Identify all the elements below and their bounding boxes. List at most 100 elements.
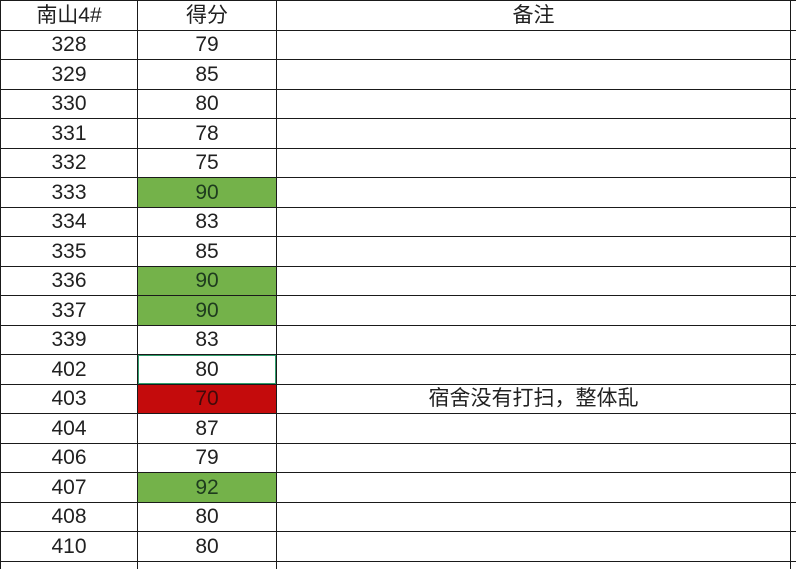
row-sliver-cell [790, 177, 796, 208]
row-sliver-cell [790, 29, 796, 60]
score-cell[interactable]: 92 [137, 472, 277, 503]
room-cell[interactable]: 334 [0, 206, 138, 237]
room-cell[interactable]: 332 [0, 147, 138, 178]
score-cell[interactable]: 83 [137, 206, 277, 237]
room-cell[interactable]: 336 [0, 265, 138, 296]
remark-cell[interactable] [276, 206, 791, 237]
score-cell[interactable]: 70 [137, 383, 277, 414]
score-cell[interactable]: 79 [137, 442, 277, 473]
room-cell[interactable]: 333 [0, 177, 138, 208]
remark-cell[interactable] [276, 59, 791, 90]
room-cell[interactable]: 328 [0, 29, 138, 60]
table-row: 332 75 [0, 147, 796, 178]
table-row: 408 80 [0, 501, 796, 532]
score-cell[interactable]: 79 [137, 29, 277, 60]
score-cell[interactable]: 90 [137, 177, 277, 208]
table-row: 404 87 [0, 413, 796, 444]
score-cell[interactable]: 83 [137, 324, 277, 355]
remark-cell[interactable] [276, 295, 791, 326]
table-row: 329 85 [0, 59, 796, 90]
room-cell[interactable]: 337 [0, 295, 138, 326]
table-row: 331 78 [0, 118, 796, 149]
table-row: 337 90 [0, 295, 796, 326]
room-cell[interactable]: 331 [0, 118, 138, 149]
empty-cell[interactable] [137, 560, 277, 569]
empty-cell[interactable] [276, 560, 791, 569]
table-row: 339 83 [0, 324, 796, 355]
table-body: 328 79 329 85 330 80 331 78 332 75 333 90 334 83 335 85… [0, 29, 796, 569]
row-sliver-cell [790, 118, 796, 149]
table-row: 402 80 [0, 354, 796, 385]
score-cell[interactable]: 78 [137, 118, 277, 149]
row-sliver-cell [790, 560, 796, 569]
table-row: 328 79 [0, 29, 796, 60]
row-sliver-cell [790, 383, 796, 414]
header-cell-sliver [790, 0, 796, 31]
empty-cell[interactable] [0, 560, 138, 569]
header-row: 南山4# 得分 备注 [0, 0, 796, 31]
row-sliver-cell [790, 236, 796, 267]
selected-score-cell[interactable]: 80 [137, 354, 277, 385]
header-cell-room[interactable]: 南山4# [0, 0, 138, 31]
table-row: 406 79 [0, 442, 796, 473]
room-cell[interactable]: 408 [0, 501, 138, 532]
remark-cell[interactable]: 宿舍没有打扫，整体乱 [276, 383, 791, 414]
partial-row [0, 560, 796, 569]
room-cell[interactable]: 410 [0, 531, 138, 562]
score-cell[interactable]: 85 [137, 236, 277, 267]
room-cell[interactable]: 403 [0, 383, 138, 414]
score-cell[interactable]: 90 [137, 265, 277, 296]
remark-cell[interactable] [276, 236, 791, 267]
remark-cell[interactable] [276, 265, 791, 296]
remark-cell[interactable] [276, 147, 791, 178]
remark-cell[interactable] [276, 354, 791, 385]
room-cell[interactable]: 402 [0, 354, 138, 385]
table-row: 407 92 [0, 472, 796, 503]
score-cell[interactable]: 75 [137, 147, 277, 178]
score-cell[interactable]: 80 [137, 88, 277, 119]
table-row: 336 90 [0, 265, 796, 296]
header-cell-score[interactable]: 得分 [137, 0, 277, 31]
table-row: 330 80 [0, 88, 796, 119]
room-cell[interactable]: 407 [0, 472, 138, 503]
remark-cell[interactable] [276, 88, 791, 119]
remark-cell[interactable] [276, 501, 791, 532]
remark-cell[interactable] [276, 472, 791, 503]
row-sliver-cell [790, 265, 796, 296]
room-cell[interactable]: 335 [0, 236, 138, 267]
remark-cell[interactable] [276, 29, 791, 60]
room-cell[interactable]: 329 [0, 59, 138, 90]
header-cell-remark[interactable]: 备注 [276, 0, 791, 31]
row-sliver-cell [790, 295, 796, 326]
remark-cell[interactable] [276, 324, 791, 355]
score-cell[interactable]: 80 [137, 501, 277, 532]
score-cell[interactable]: 85 [137, 59, 277, 90]
table-row: 403 70 宿舍没有打扫，整体乱 [0, 383, 796, 414]
row-sliver-cell [790, 413, 796, 444]
room-cell[interactable]: 330 [0, 88, 138, 119]
row-sliver-cell [790, 442, 796, 473]
row-sliver-cell [790, 324, 796, 355]
score-cell[interactable]: 80 [137, 531, 277, 562]
table-row: 335 85 [0, 236, 796, 267]
row-sliver-cell [790, 59, 796, 90]
row-sliver-cell [790, 501, 796, 532]
remark-cell[interactable] [276, 442, 791, 473]
score-cell[interactable]: 90 [137, 295, 277, 326]
table-row: 410 80 [0, 531, 796, 562]
row-sliver-cell [790, 88, 796, 119]
room-cell[interactable]: 406 [0, 442, 138, 473]
remark-cell[interactable] [276, 531, 791, 562]
remark-cell[interactable] [276, 413, 791, 444]
remark-cell[interactable] [276, 177, 791, 208]
table-row: 333 90 [0, 177, 796, 208]
remark-cell[interactable] [276, 118, 791, 149]
room-cell[interactable]: 339 [0, 324, 138, 355]
score-cell[interactable]: 87 [137, 413, 277, 444]
room-cell[interactable]: 404 [0, 413, 138, 444]
row-sliver-cell [790, 147, 796, 178]
row-sliver-cell [790, 531, 796, 562]
row-sliver-cell [790, 354, 796, 385]
